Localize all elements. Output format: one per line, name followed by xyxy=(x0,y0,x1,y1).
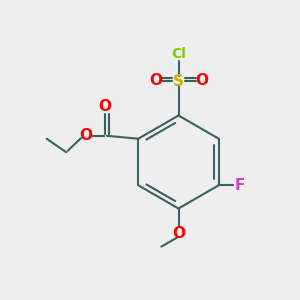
Text: O: O xyxy=(195,73,208,88)
Text: F: F xyxy=(235,178,245,193)
Text: O: O xyxy=(79,128,92,143)
Text: O: O xyxy=(149,73,162,88)
Text: Cl: Cl xyxy=(171,47,186,61)
Text: O: O xyxy=(99,99,112,114)
Text: O: O xyxy=(172,226,185,241)
Text: S: S xyxy=(173,74,184,88)
